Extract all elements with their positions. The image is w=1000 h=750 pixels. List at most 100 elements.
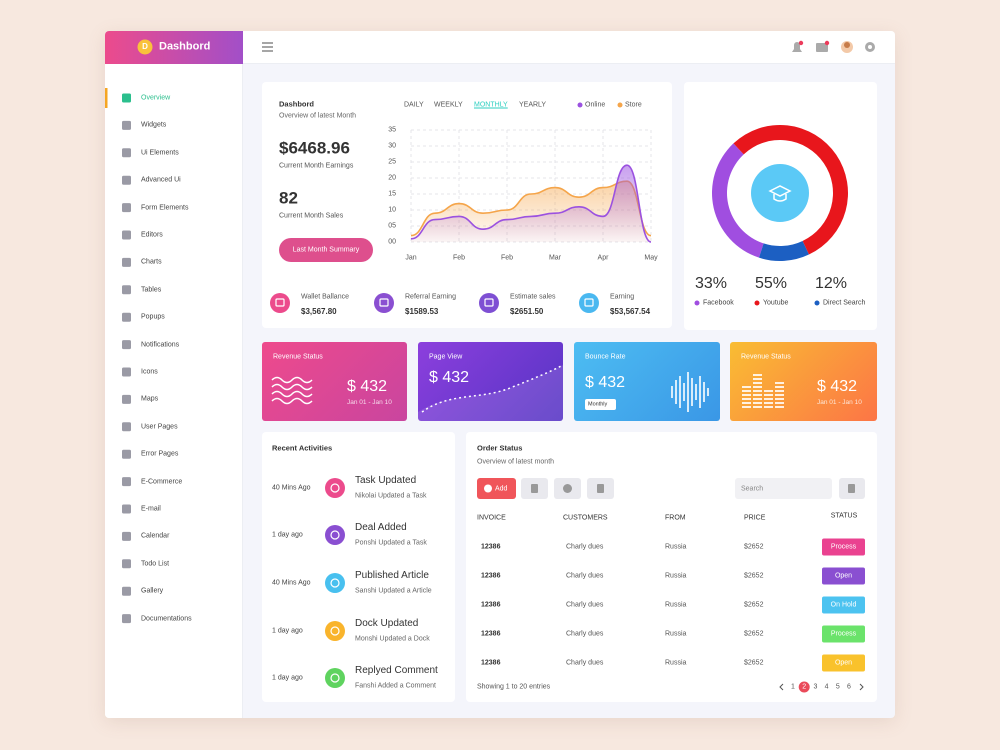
- stat-icon: [374, 293, 394, 313]
- trash-icon: [531, 484, 538, 493]
- menu-icon: [122, 285, 131, 295]
- stat-icon-glyph: [484, 298, 494, 307]
- activity-title: Published Article: [355, 570, 429, 581]
- page-link[interactable]: 4: [824, 683, 829, 691]
- stat-label: Estimate sales: [510, 293, 556, 301]
- menu-item[interactable]: Ui Elements: [141, 149, 179, 157]
- menu-item[interactable]: Popups: [141, 313, 165, 321]
- menu-item[interactable]: Tables: [141, 286, 162, 294]
- percent-label: 55%: [755, 275, 788, 292]
- card-value: $ 432: [429, 369, 470, 386]
- settings-icon[interactable]: [865, 42, 875, 52]
- menu-item[interactable]: Form Elements: [141, 204, 189, 212]
- period-tab[interactable]: MONTHLY: [474, 101, 508, 109]
- page-view-curve: [421, 364, 564, 413]
- stat-value: $1589.53: [405, 307, 439, 316]
- stat-icon-glyph: [584, 298, 594, 307]
- menu-item[interactable]: Maps: [141, 395, 159, 403]
- page-link[interactable]: 3: [813, 683, 818, 691]
- avatar[interactable]: [841, 41, 853, 53]
- menu-item[interactable]: E-mail: [141, 505, 161, 513]
- menu-item[interactable]: Advanced Ui: [141, 176, 181, 184]
- menu-icon: [122, 93, 131, 103]
- stat-icon: [579, 293, 599, 313]
- menu-item[interactable]: Widgets: [141, 121, 167, 129]
- menu-item[interactable]: Editors: [141, 231, 163, 239]
- card-title: Revenue Status: [273, 353, 323, 361]
- legend-dot: [754, 300, 760, 306]
- cell: $2652: [744, 572, 764, 580]
- stat-value: $2651.50: [510, 307, 544, 316]
- add-button[interactable]: [477, 478, 516, 499]
- menu-item[interactable]: Documentations: [141, 615, 192, 623]
- period-tab[interactable]: YEARLY: [519, 101, 547, 109]
- add-label[interactable]: Add: [495, 485, 508, 492]
- y-tick-label: 10: [388, 206, 396, 214]
- activity-title: Deal Added: [355, 522, 407, 533]
- menu-item[interactable]: Charts: [141, 258, 162, 266]
- legend-label: Youtube: [763, 299, 789, 307]
- orders-footer: Showing 1 to 20 entries: [477, 683, 551, 691]
- page-link[interactable]: 1: [791, 683, 795, 691]
- page-link[interactable]: 2: [802, 683, 807, 691]
- period-select-label[interactable]: Monthly: [588, 400, 608, 407]
- menu-item[interactable]: Calendar: [141, 532, 170, 540]
- equalizer-icon: [742, 374, 784, 408]
- search-box[interactable]: [735, 478, 832, 499]
- menu-icon: [122, 175, 131, 185]
- activity-text: Nikolai Updated a Task: [355, 492, 427, 500]
- bell-icon[interactable]: [792, 40, 804, 52]
- stat-label: Wallet Ballance: [301, 293, 349, 301]
- search-placeholder[interactable]: Search: [741, 485, 764, 492]
- hamburger-icon[interactable]: [262, 42, 273, 52]
- status-badge: [822, 654, 865, 672]
- menu-item[interactable]: Gallery: [141, 587, 164, 595]
- activity-icon: [325, 621, 345, 641]
- y-tick-label: 05: [388, 222, 396, 230]
- activity-icon-glyph: [330, 578, 340, 588]
- sales: 82: [279, 188, 298, 208]
- status-badge: [822, 567, 865, 585]
- orders-subtitle: Overview of latest month: [477, 458, 555, 466]
- menu-item[interactable]: Icons: [141, 368, 158, 376]
- menu-item[interactable]: E-Commerce: [141, 478, 183, 486]
- menu-icon: [122, 394, 131, 404]
- cell: $2652: [744, 601, 764, 609]
- page-link[interactable]: 5: [835, 683, 840, 691]
- card-date: Jan 01 - Jan 10: [347, 398, 392, 406]
- page-link[interactable]: 6: [847, 683, 851, 691]
- cell: 12386: [481, 659, 501, 667]
- donut-segment: [712, 143, 764, 258]
- card-value: $ 432: [585, 374, 626, 391]
- hat-icon: [768, 185, 792, 202]
- stat-value: $3,567.80: [301, 307, 337, 316]
- y-tick-label: 35: [388, 126, 396, 134]
- mail-icon[interactable]: [816, 40, 830, 52]
- menu-item[interactable]: User Pages: [141, 423, 178, 431]
- logo-bar: [105, 31, 243, 64]
- period-select[interactable]: [585, 399, 616, 410]
- stat-icon: [270, 293, 290, 313]
- menu-icon: [122, 367, 131, 377]
- activity-time: 40 Mins Ago: [272, 579, 311, 587]
- menu-item[interactable]: Todo List: [141, 560, 170, 568]
- summary-button-label[interactable]: Last Month Summary: [292, 246, 360, 254]
- period-tab[interactable]: DAILY: [404, 101, 424, 109]
- card-title: Bounce Rate: [585, 353, 626, 361]
- menu-item[interactable]: Overview: [141, 94, 171, 102]
- top-bar: [243, 31, 895, 64]
- period-tab[interactable]: WEEKLY: [434, 101, 463, 109]
- summary-button[interactable]: [279, 238, 373, 262]
- activity-icon: [325, 525, 345, 545]
- card-title: Revenue Status: [741, 353, 791, 361]
- status-label: Process: [830, 543, 857, 551]
- legend-dot: [577, 102, 583, 108]
- activity-text: Ponshi Updated a Task: [355, 539, 427, 547]
- menu-item[interactable]: Error Pages: [141, 450, 179, 458]
- card-value: $ 432: [347, 378, 388, 395]
- active-marker: [105, 88, 108, 108]
- activity-text: Sanshi Updated a Article: [355, 587, 432, 595]
- menu-item[interactable]: Notifications: [141, 341, 180, 349]
- page-view-area: [418, 365, 563, 421]
- orders-title: Order Status: [477, 443, 523, 453]
